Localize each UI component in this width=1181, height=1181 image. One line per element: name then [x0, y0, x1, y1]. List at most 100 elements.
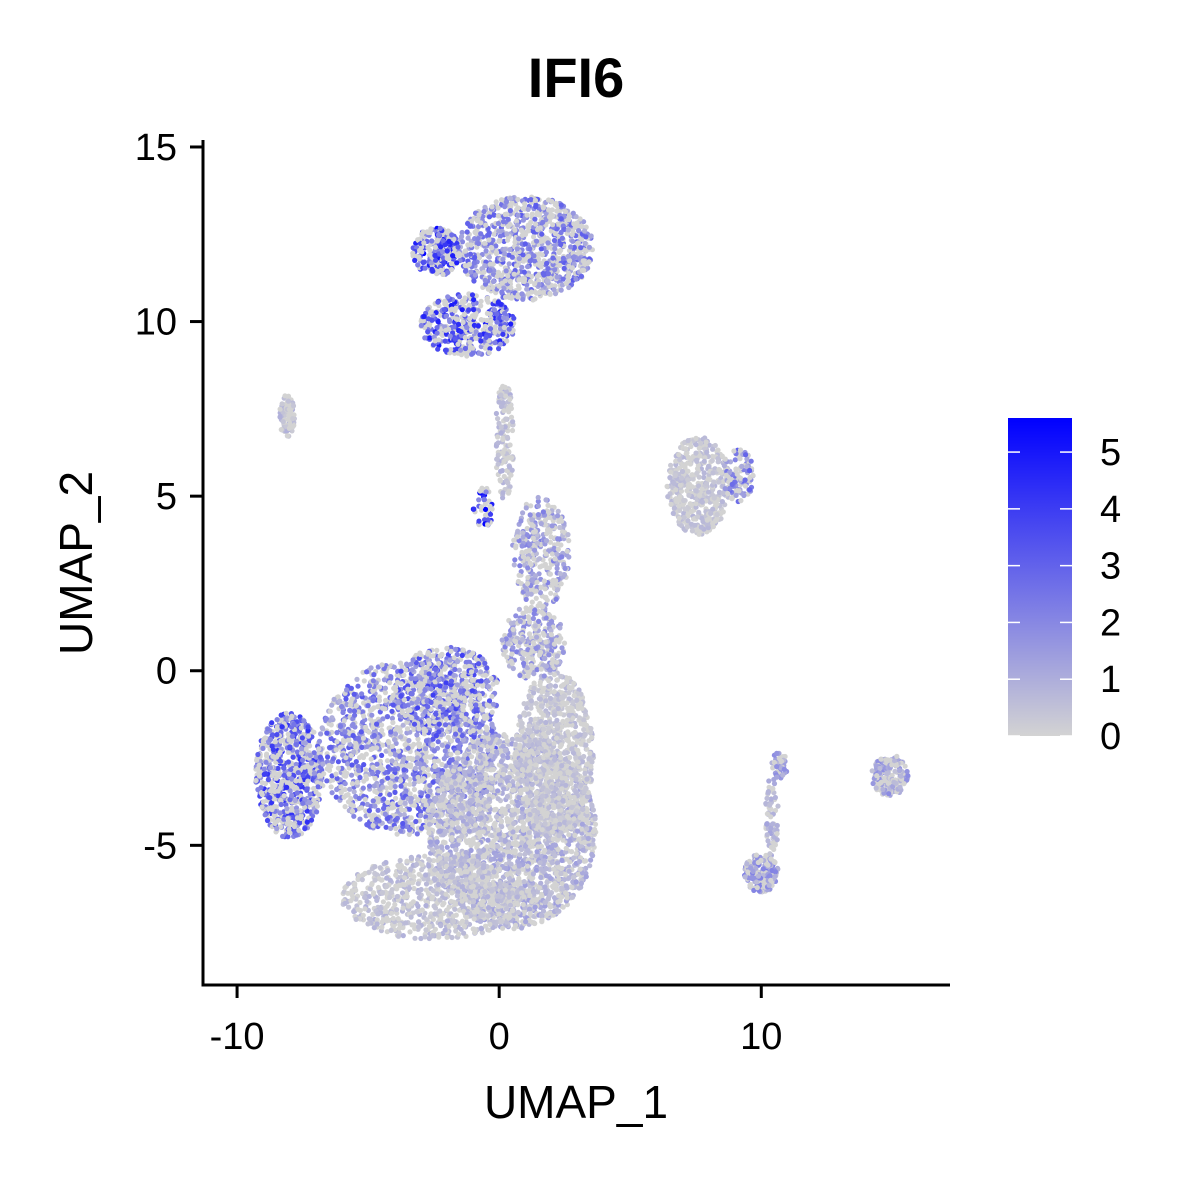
cell-point: [409, 691, 415, 697]
cell-point: [476, 724, 482, 730]
cell-point: [295, 770, 301, 776]
cell-point: [536, 289, 543, 295]
cell-point: [456, 251, 462, 257]
cell-point: [289, 792, 295, 799]
cell-point: [416, 256, 423, 262]
cell-point: [401, 812, 407, 818]
cell-point: [453, 316, 460, 322]
cell-point: [326, 762, 332, 769]
cell-point: [461, 670, 467, 676]
cell-point: [493, 243, 499, 249]
cell-point: [498, 424, 504, 430]
cell-point: [274, 825, 280, 832]
cell-point: [443, 680, 449, 686]
cell-point: [392, 789, 398, 796]
cell-point: [393, 684, 399, 690]
cell-point: [564, 548, 570, 554]
cell-point: [576, 228, 582, 234]
cell-point: [434, 268, 440, 274]
cell-point: [464, 229, 470, 235]
cell-point: [379, 662, 385, 668]
cell-point: [273, 771, 279, 777]
cell-point: [555, 587, 561, 593]
cell-point: [487, 503, 493, 509]
cell-point: [335, 759, 341, 765]
cell-point: [515, 196, 521, 203]
cell-point: [483, 334, 489, 340]
cell-point: [320, 761, 326, 767]
cell-point: [440, 238, 446, 244]
cell-point: [340, 709, 346, 716]
cell-point: [487, 326, 494, 332]
cell-point: [370, 678, 376, 684]
cell-point: [343, 696, 349, 702]
cell-point: [553, 596, 559, 602]
cell-point: [321, 771, 327, 777]
cell-point: [290, 783, 296, 789]
cell-point: [476, 350, 482, 356]
cell-point: [262, 812, 268, 818]
cell-point: [426, 661, 432, 667]
cell-point: [361, 678, 367, 684]
cell-point: [532, 197, 539, 203]
cell-point: [533, 221, 539, 227]
cell-point: [455, 658, 461, 665]
cell-point: [426, 671, 432, 677]
cell-point: [284, 784, 290, 791]
cell-point: [307, 752, 313, 759]
cell-point: [402, 807, 408, 813]
cell-point: [255, 766, 261, 772]
cell-point: [388, 674, 394, 680]
cell-point: [319, 725, 325, 731]
cell-point: [507, 208, 513, 214]
cell-point: [461, 311, 467, 317]
cell-point: [552, 283, 558, 289]
cell-point: [380, 784, 386, 790]
cell-point: [415, 262, 421, 268]
cell-point: [419, 825, 425, 831]
cell-point: [563, 280, 570, 286]
cell-point: [440, 692, 447, 698]
cell-point: [385, 799, 391, 806]
cell-point: [461, 681, 467, 687]
cell-point: [484, 727, 490, 733]
cell-point: [445, 294, 451, 300]
cell-point: [427, 335, 433, 341]
cell-point: [317, 754, 323, 760]
cell-point: [292, 797, 298, 804]
cell-point: [530, 577, 536, 583]
cell-point: [501, 408, 507, 414]
cell-point: [532, 547, 538, 553]
cell-point: [484, 665, 490, 671]
cell-point: [308, 760, 315, 766]
cell-point: [304, 819, 310, 825]
cell-point: [398, 660, 404, 666]
cell-point: [253, 777, 259, 784]
cell-point: [453, 731, 459, 737]
cell-point: [455, 244, 461, 250]
cell-point: [470, 727, 476, 734]
cell-point: [456, 667, 462, 673]
cell-point: [467, 652, 474, 659]
cell-point: [482, 660, 488, 666]
cell-point: [586, 244, 593, 250]
cell-point: [379, 705, 386, 711]
cell-point: [552, 231, 559, 237]
cell-point: [474, 682, 481, 688]
cell-point: [520, 296, 526, 302]
cell-point: [423, 738, 430, 744]
cell-point: [259, 804, 265, 810]
cell-point: [477, 488, 483, 494]
cell-point: [524, 212, 530, 218]
cell-point: [497, 478, 503, 484]
cell-point: [289, 805, 295, 811]
cell-point: [581, 219, 587, 225]
cell-point: [522, 241, 528, 247]
cell-point: [400, 820, 406, 827]
cell-point: [260, 745, 266, 752]
cell-point: [470, 350, 476, 356]
cell-point: [535, 227, 541, 233]
cell-point: [375, 807, 381, 813]
cell-point: [566, 538, 572, 544]
cell-point: [547, 290, 553, 297]
